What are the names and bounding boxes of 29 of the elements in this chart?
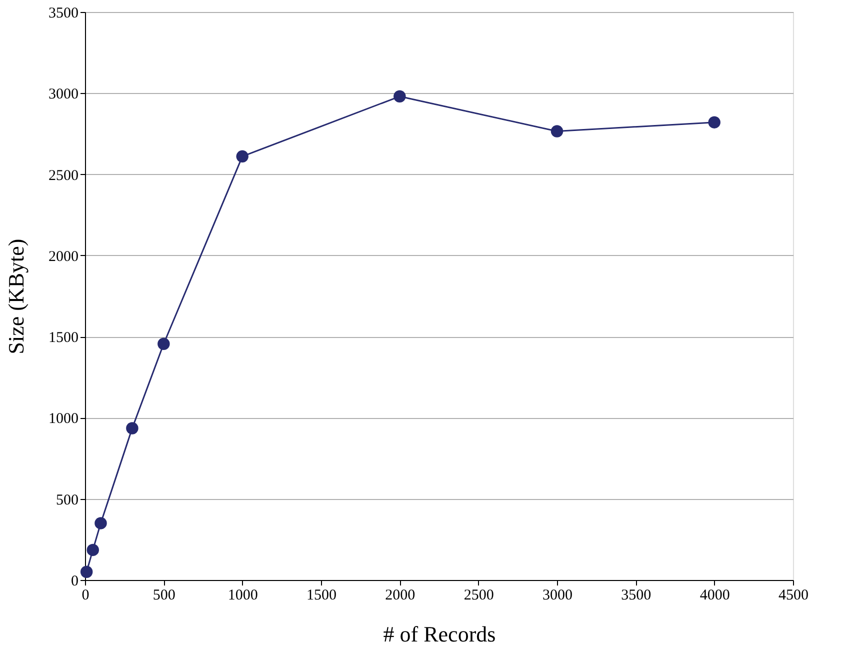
x-tick-label: 2000 (385, 588, 416, 604)
x-tick-label: 4500 (778, 588, 808, 604)
x-tick-label: 500 (152, 588, 176, 604)
x-axis-title: # of Records (383, 622, 496, 646)
point (708, 116, 720, 128)
point (94, 517, 107, 530)
y-tick-label: 2500 (48, 168, 78, 184)
point (158, 338, 170, 350)
x-tick-label: 2500 (464, 588, 494, 604)
x-tick-label: 0 (82, 588, 90, 604)
y-tick-label: 3000 (48, 86, 78, 103)
point (80, 566, 93, 578)
y-tick-label: 1000 (48, 411, 78, 428)
x-tick-label: 1000 (228, 588, 258, 604)
x-tick-label: 4000 (700, 588, 730, 604)
point (86, 544, 99, 556)
y-axis-title: Size (KByte) (4, 238, 28, 354)
x-tick-label: 3500 (621, 588, 652, 604)
point (126, 422, 138, 434)
point (550, 125, 564, 138)
y-tick-label: 500 (56, 492, 78, 508)
x-tick-label: 1500 (306, 588, 336, 604)
x-tick-label: 3000 (542, 588, 572, 604)
point (394, 90, 406, 102)
y-tick-label: 3500 (48, 6, 78, 22)
y-tick-label: 1500 (48, 330, 78, 346)
y-tick-label: 0 (71, 574, 78, 590)
point (236, 150, 248, 163)
y-tick-label: 2000 (48, 248, 78, 265)
